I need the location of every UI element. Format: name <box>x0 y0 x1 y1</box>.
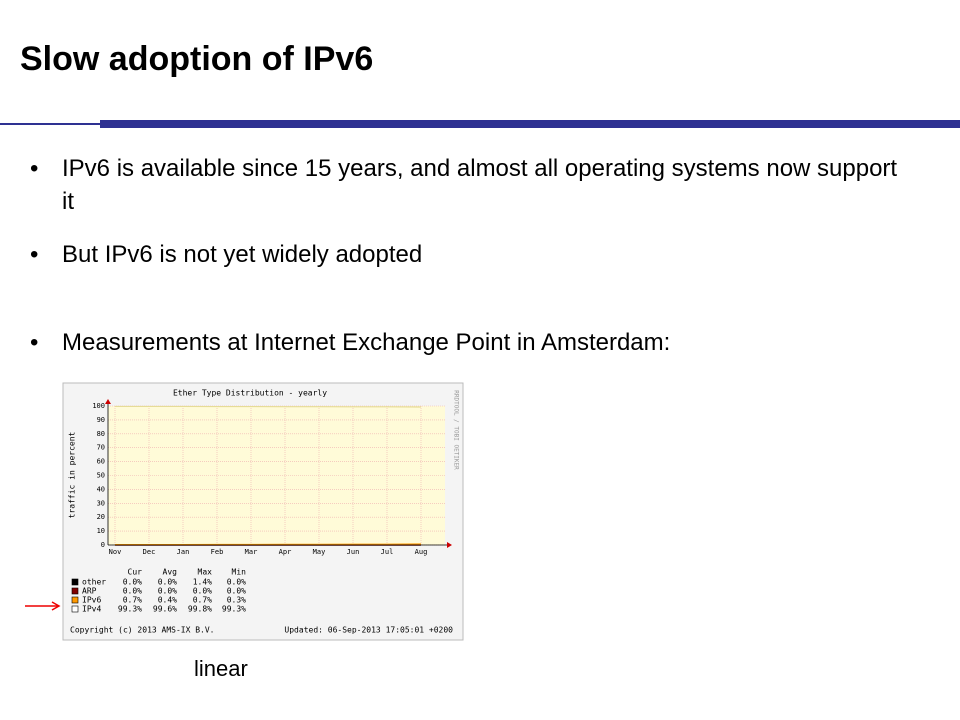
y-tick-label: 70 <box>97 444 105 452</box>
chart-title: Ether Type Distribution - yearly <box>173 389 327 398</box>
x-tick-label: Aug <box>415 548 428 556</box>
y-tick-label: 100 <box>92 402 105 410</box>
caption: linear <box>194 656 248 681</box>
side-text: RRDTOOL / TOBI OETIKER <box>453 390 460 470</box>
legend-cell: 0.0% <box>158 587 177 596</box>
legend-swatch <box>71 605 79 613</box>
x-tick-label: Jun <box>347 548 360 556</box>
legend-label: IPv4 <box>82 605 101 614</box>
y-tick-label: 10 <box>97 527 105 535</box>
legend-header: Max <box>198 568 213 577</box>
legend-cell: 0.0% <box>158 578 177 587</box>
legend-swatch <box>71 596 79 604</box>
bullet: Measurements at Internet Exchange Point … <box>30 326 902 359</box>
legend-cell: 99.3% <box>118 605 142 614</box>
y-axis-label: traffic in percent <box>68 431 77 518</box>
legend-header: Avg <box>163 568 178 577</box>
legend-cell: 0.0% <box>227 578 246 587</box>
x-tick-label: Apr <box>279 548 292 556</box>
legend-cell: 1.4% <box>193 578 212 587</box>
x-tick-label: Feb <box>211 548 224 556</box>
legend-cell: 99.6% <box>153 605 177 614</box>
x-tick-label: Nov <box>109 548 122 556</box>
y-tick-label: 50 <box>97 472 105 480</box>
x-tick-label: Dec <box>143 548 156 556</box>
legend-cell: 0.3% <box>227 596 246 605</box>
legend-swatch <box>71 587 79 595</box>
y-tick-label: 90 <box>97 416 105 424</box>
legend-cell: 99.8% <box>188 605 212 614</box>
arrow-head <box>51 601 61 611</box>
x-tick-label: May <box>313 548 326 556</box>
y-tick-label: 80 <box>97 430 105 438</box>
footer-right: Updated: 06-Sep-2013 17:05:01 +0200 <box>284 626 453 635</box>
legend-cell: 0.0% <box>227 587 246 596</box>
y-tick-label: 30 <box>97 499 105 507</box>
legend-cell: 0.4% <box>158 596 177 605</box>
x-tick-label: Mar <box>245 548 258 556</box>
legend-label: IPv6 <box>82 596 101 605</box>
legend-cell: 99.3% <box>222 605 246 614</box>
bullet: But IPv6 is not yet widely adopted <box>30 238 902 271</box>
y-tick-label: 0 <box>101 541 105 549</box>
legend-cell: 0.0% <box>123 578 142 587</box>
legend-header: Cur <box>128 568 143 577</box>
legend-cell: 0.0% <box>193 587 212 596</box>
series-line <box>115 405 422 408</box>
series-line <box>115 543 422 546</box>
footer-left: Copyright (c) 2013 AMS-IX B.V. <box>70 626 215 635</box>
legend-cell: 0.0% <box>123 587 142 596</box>
y-tick-label: 40 <box>97 485 105 493</box>
legend-label: other <box>82 578 106 587</box>
legend-label: ARP <box>82 587 97 596</box>
legend-swatch <box>71 578 79 586</box>
axis-arrow <box>447 542 452 548</box>
axis-arrow <box>105 399 111 404</box>
legend-cell: 0.7% <box>123 596 142 605</box>
bullet: IPv6 is available since 15 years, and al… <box>30 152 902 218</box>
slide-title: Slow adoption of IPv6 <box>20 40 374 78</box>
x-tick-label: Jan <box>177 548 190 556</box>
y-tick-label: 60 <box>97 458 105 466</box>
x-tick-label: Jul <box>381 548 394 556</box>
legend-cell: 0.7% <box>193 596 212 605</box>
legend-header: Min <box>232 568 247 577</box>
y-tick-label: 20 <box>97 513 105 521</box>
rule <box>100 120 960 128</box>
